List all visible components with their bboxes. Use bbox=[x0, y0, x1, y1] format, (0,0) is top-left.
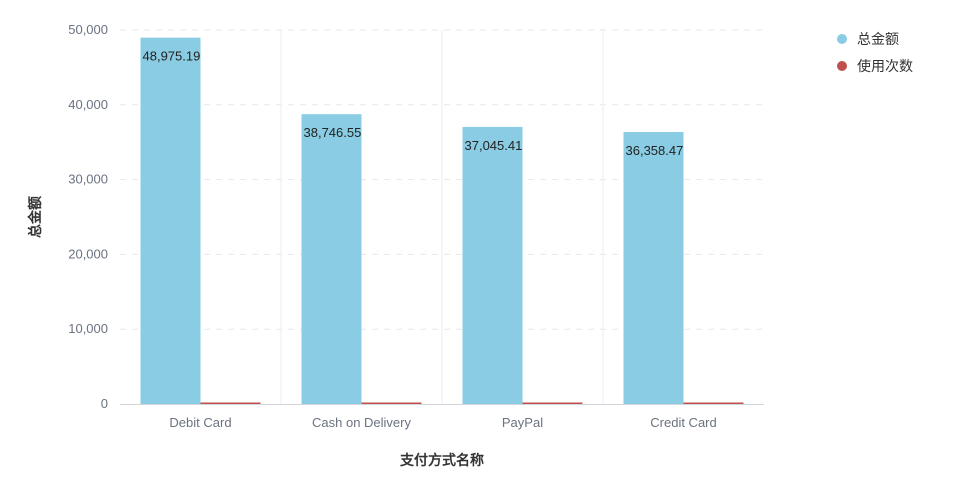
y-tick-label: 30,000 bbox=[68, 172, 108, 187]
y-tick-label: 40,000 bbox=[68, 97, 108, 112]
axes: 0 10,000 20,000 30,000 40,000 50,000 Debit Car… bbox=[68, 22, 764, 430]
bar-data-label: 36,358.47 bbox=[626, 143, 684, 158]
y-tick-label: 20,000 bbox=[68, 246, 108, 261]
bar-data-label: 38,746.55 bbox=[304, 125, 362, 140]
data-labels: 48,975.19 38,746.55 37,045.41 36,358.47 bbox=[143, 49, 684, 158]
y-axis-title: 总金额 bbox=[27, 196, 44, 238]
legend-label[interactable]: 总金额 bbox=[857, 32, 899, 48]
category-separators bbox=[280, 30, 604, 404]
bar-usage-count[interactable] bbox=[200, 402, 261, 405]
bar-data-label: 48,975.19 bbox=[143, 49, 201, 64]
legend-marker[interactable] bbox=[837, 34, 847, 44]
bar-total-amount[interactable] bbox=[140, 37, 201, 404]
legend-label[interactable]: 使用次数 bbox=[857, 58, 913, 75]
y-tick-label: 50,000 bbox=[68, 22, 108, 37]
bars bbox=[140, 37, 744, 405]
bar-usage-count[interactable] bbox=[522, 402, 583, 405]
x-axis-title: 支付方式名称 bbox=[399, 452, 484, 469]
bar-total-amount[interactable] bbox=[301, 114, 362, 404]
bar-usage-count[interactable] bbox=[683, 402, 744, 405]
bar-total-amount[interactable] bbox=[623, 132, 684, 405]
x-tick-label: Credit Card bbox=[650, 415, 716, 430]
bar-usage-count[interactable] bbox=[361, 402, 422, 405]
y-tick-label: 10,000 bbox=[68, 321, 108, 336]
bar-total-amount[interactable] bbox=[462, 126, 523, 404]
bar-data-label: 37,045.41 bbox=[465, 138, 523, 153]
x-tick-label: Cash on Delivery bbox=[312, 415, 411, 430]
x-tick-label: PayPal bbox=[502, 415, 543, 430]
x-tick-label: Debit Card bbox=[169, 415, 231, 430]
legend-marker[interactable] bbox=[837, 61, 847, 71]
y-tick-label: 0 bbox=[101, 396, 108, 411]
